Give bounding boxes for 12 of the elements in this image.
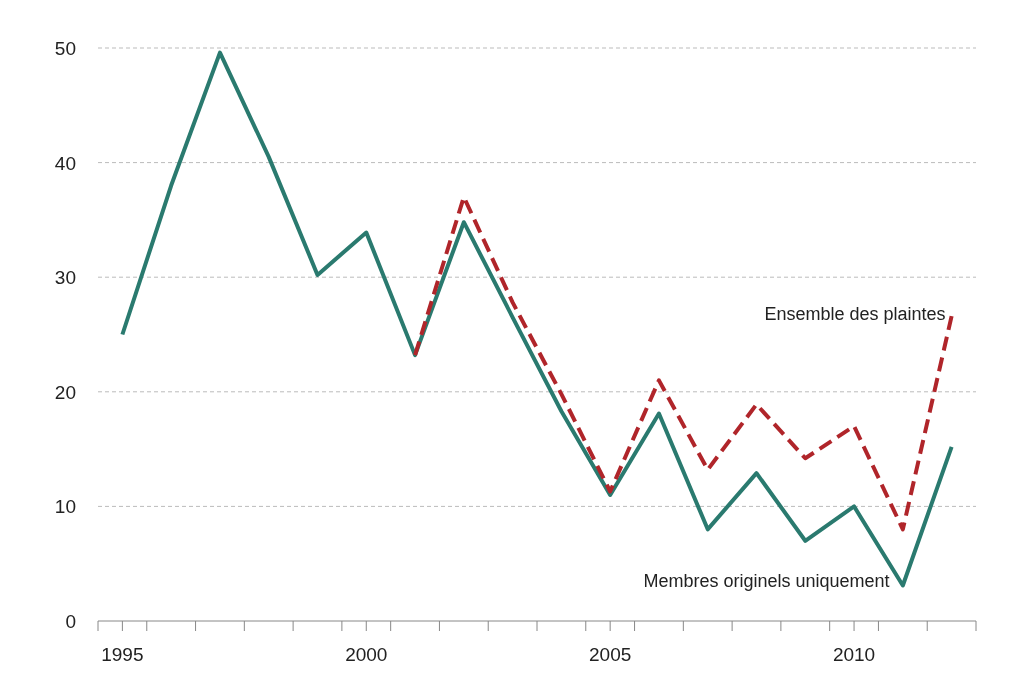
x-tick-label: 1995 bbox=[101, 644, 144, 665]
y-tick-label: 10 bbox=[54, 496, 76, 518]
y-tick-label: 20 bbox=[54, 381, 76, 403]
x-tick-label: 2005 bbox=[589, 644, 632, 665]
y-tick-label: 40 bbox=[54, 152, 76, 174]
x-tick-label: 2010 bbox=[832, 644, 876, 665]
series-label: Membres originels uniquement bbox=[643, 570, 890, 591]
y-tick-label: 30 bbox=[54, 267, 76, 289]
y-tick-label: 50 bbox=[54, 38, 76, 59]
x-tick-label: 2000 bbox=[345, 644, 388, 665]
series-label: Ensemble des plaintes bbox=[764, 304, 946, 325]
y-tick-label: 0 bbox=[65, 611, 76, 632]
